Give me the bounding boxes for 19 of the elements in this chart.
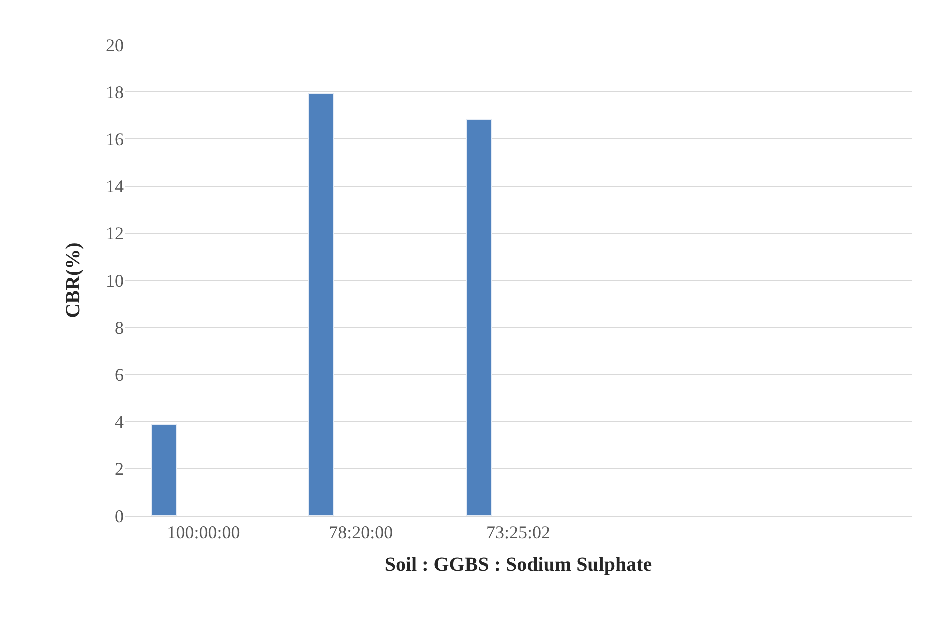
y-tick-label: 8 — [115, 318, 124, 338]
y-axis-title: CBR(%) — [62, 242, 84, 318]
y-tick-label: 18 — [106, 82, 124, 102]
y-tick-label: 14 — [106, 176, 124, 197]
x-tick-label: 100:00:00 — [167, 522, 240, 543]
x-axis-title: Soil : GGBS : Sodium Sulphate — [384, 554, 652, 576]
y-tick-label: 10 — [106, 270, 124, 291]
y-tick-label: 2 — [115, 459, 124, 480]
y-tick-label: 6 — [115, 365, 124, 385]
y-tick-label: 0 — [115, 506, 124, 526]
bar — [466, 120, 492, 516]
bar — [308, 94, 334, 516]
bar — [152, 424, 177, 516]
y-tick-label: 4 — [115, 412, 124, 432]
y-tick-label: 12 — [106, 224, 124, 244]
x-tick-label: 78:20:00 — [329, 522, 394, 543]
y-tick-label: 16 — [106, 130, 124, 150]
x-tick-label: 73:25:02 — [486, 522, 551, 543]
y-tick-label: 20 — [106, 35, 124, 56]
